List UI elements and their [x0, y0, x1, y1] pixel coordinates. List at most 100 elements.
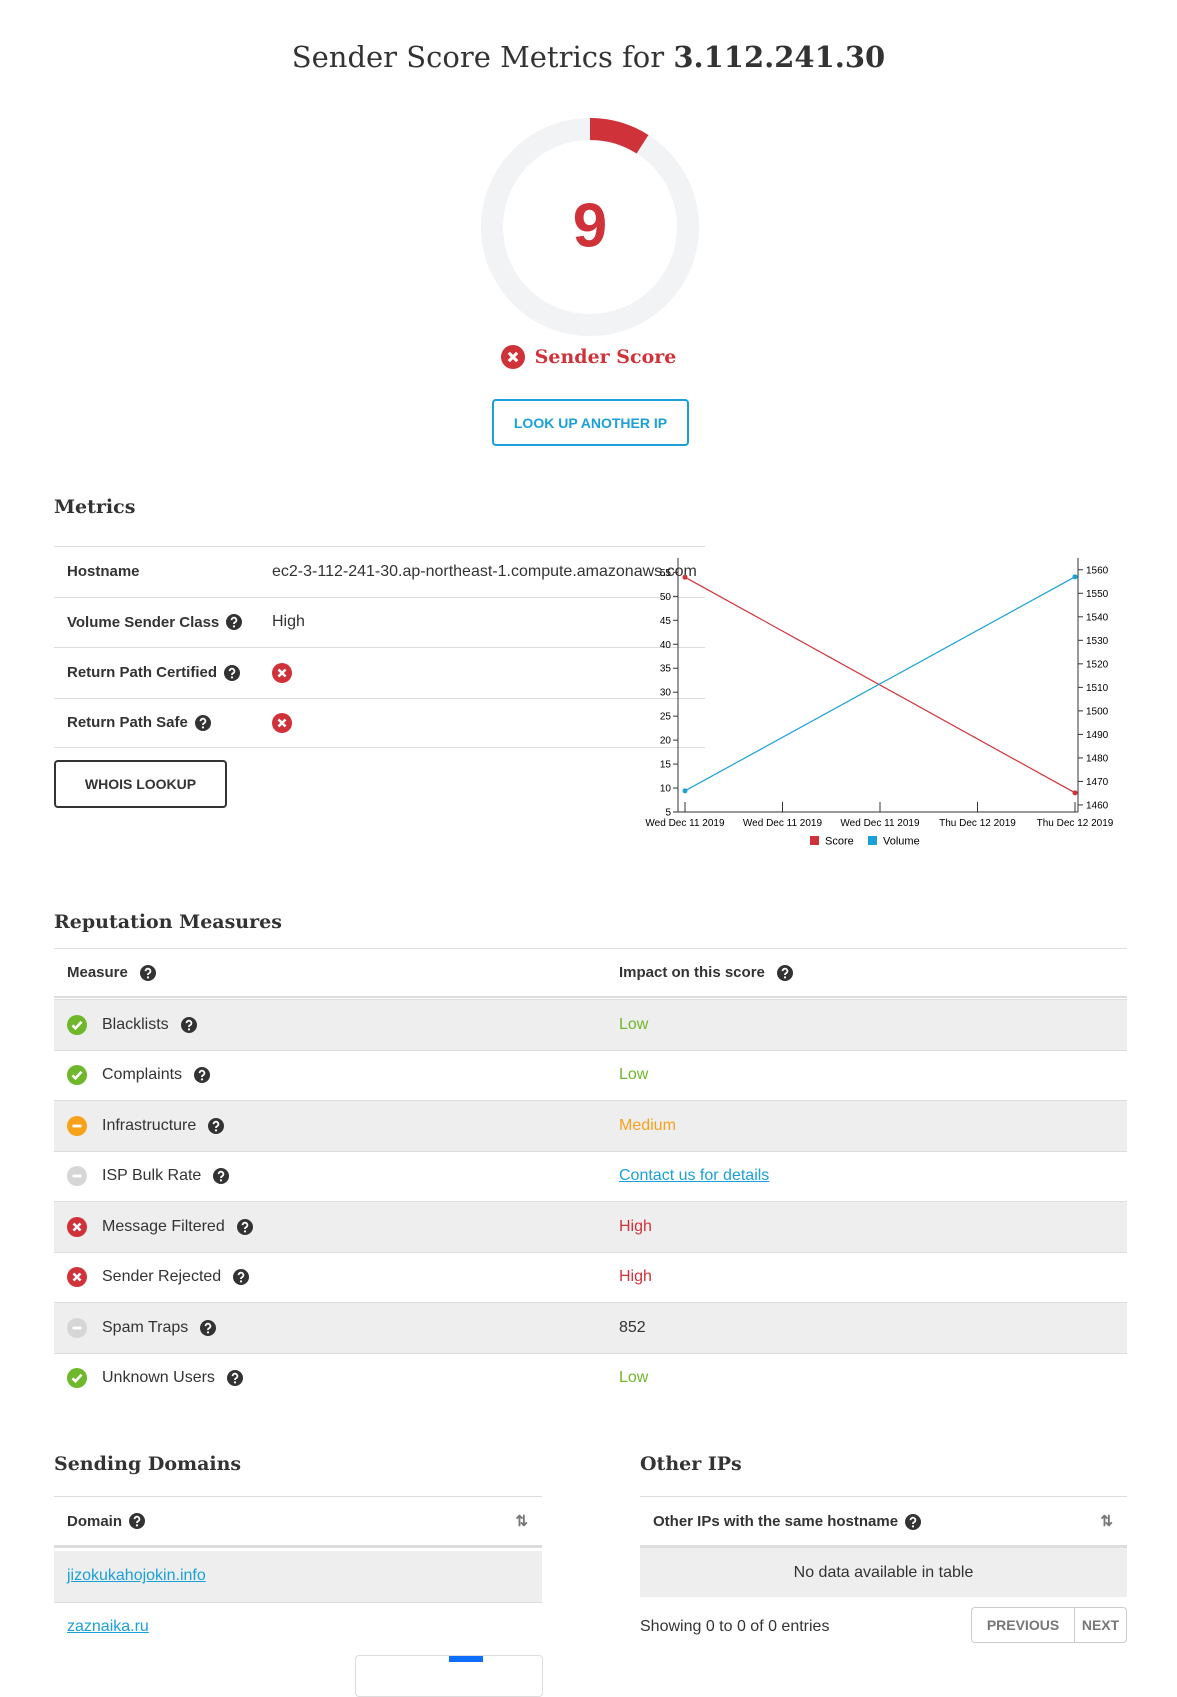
domain-row: zaznaika.ru [54, 1601, 542, 1652]
help-icon[interactable] [776, 964, 793, 981]
metrics-table: Hostname ec2-3-112-241-30.ap-northeast-1.… [54, 546, 705, 748]
help-icon[interactable] [194, 714, 211, 731]
row-label: Return Path Certified [67, 664, 272, 681]
y-tick-label: 35 [660, 664, 672, 675]
ip-address: 3.112.241.30 [673, 40, 886, 74]
empty-row: No data available in table [640, 1548, 1127, 1597]
y2-tick-label: 1500 [1086, 706, 1109, 717]
y-tick-label: 55 [660, 568, 672, 579]
measure-cell: Complaints [67, 1065, 211, 1086]
help-icon[interactable] [180, 1016, 197, 1033]
sort-icon: ⇅ [1100, 1513, 1113, 1530]
empty-message: No data available in table [793, 1563, 974, 1581]
domains-table: Domain ⇅ jizokukahojokin.info zaznaika.ru [54, 1496, 542, 1652]
impact-value: High [619, 1268, 652, 1286]
status-icon [67, 1166, 87, 1187]
measure-row: Message Filtered High [54, 1201, 1127, 1252]
legend-swatch [810, 836, 819, 845]
whois-button[interactable]: WHOIS LOOKUP [54, 760, 227, 808]
measure-row: Unknown Users Low [54, 1352, 1127, 1403]
help-icon[interactable] [194, 1067, 211, 1084]
impact-value[interactable]: Contact us for details [619, 1167, 770, 1185]
help-icon[interactable] [139, 964, 156, 981]
previous-button[interactable]: PREVIOUS [971, 1607, 1075, 1643]
score-label: Sender Score [534, 346, 677, 368]
measure-name: Infrastructure [102, 1116, 197, 1134]
help-icon[interactable] [236, 1218, 253, 1235]
value-text: ec2-3-112-241-30.ap-northeast-1.compute.… [272, 562, 697, 580]
x-tick-label: Thu Dec 12 2019 [1037, 818, 1114, 829]
label-text: Volume Sender Class [67, 613, 220, 631]
y-tick-label: 40 [660, 640, 672, 651]
y2-tick-label: 1480 [1086, 753, 1109, 764]
column-title: Impact on this score [619, 964, 765, 981]
x-tick-label: Wed Dec 11 2019 [743, 818, 823, 829]
y-tick-label: 15 [660, 760, 672, 771]
column-header: Measure [67, 964, 156, 981]
help-icon[interactable] [905, 1513, 922, 1530]
status-icon [272, 712, 292, 733]
y2-tick-label: 1520 [1086, 659, 1109, 670]
pagination[interactable] [355, 1655, 543, 1697]
series-line [684, 576, 1076, 794]
metrics-row: Return Path Certified [54, 647, 705, 698]
domain-row: jizokukahojokin.info [54, 1551, 542, 1602]
section-heading: Other IPs [640, 1453, 742, 1475]
label-text: Return Path Safe [67, 714, 188, 732]
impact-value: High [619, 1217, 652, 1235]
title-prefix: Sender Score Metrics for [291, 40, 665, 74]
section-heading: Reputation Measures [54, 911, 282, 933]
y2-tick-label: 1530 [1086, 636, 1109, 647]
next-button[interactable]: NEXT [1074, 1607, 1127, 1643]
series-line [684, 576, 1076, 792]
measure-row: Spam Traps 852 [54, 1302, 1127, 1353]
metrics-row: Hostname ec2-3-112-241-30.ap-northeast-1.… [54, 546, 705, 597]
measure-name: Sender Rejected [102, 1268, 222, 1286]
data-point [682, 574, 688, 580]
y2-tick-label: 1470 [1086, 777, 1109, 788]
row-label: Volume Sender Class [67, 614, 272, 631]
table-header[interactable]: Other IPs with the same hostname ⇅ [640, 1496, 1127, 1548]
status-icon [500, 345, 525, 369]
help-icon[interactable] [226, 1370, 243, 1387]
other-ips-table: Other IPs with the same hostname ⇅ No da… [640, 1496, 1127, 1597]
help-icon[interactable] [233, 1269, 250, 1286]
measure-cell: ISP Bulk Rate [67, 1166, 230, 1187]
help-icon[interactable] [129, 1513, 146, 1529]
label-text: Hostname [67, 563, 140, 581]
help-icon[interactable] [226, 614, 243, 631]
measure-cell: Sender Rejected [67, 1267, 250, 1288]
line-chart: 5101520253035404550551460147014801490150… [645, 558, 1114, 848]
status-icon [67, 1065, 87, 1086]
status-icon [500, 345, 525, 369]
measure-cell: Message Filtered [67, 1216, 253, 1237]
table-header[interactable]: Domain ⇅ [54, 1496, 542, 1548]
measure-name: Unknown Users [102, 1369, 215, 1387]
status-icon [67, 1368, 87, 1389]
domain-link[interactable]: zaznaika.ru [67, 1618, 149, 1636]
section-heading: Sending Domains [54, 1453, 242, 1475]
status-icon [67, 1216, 87, 1237]
help-icon[interactable] [224, 664, 241, 681]
data-point [1072, 574, 1078, 580]
lookup-button[interactable]: LOOK UP ANOTHER IP [492, 399, 689, 446]
help-icon[interactable] [208, 1117, 225, 1134]
metrics-row: Return Path Safe [54, 697, 705, 748]
impact-value: Low [619, 1015, 649, 1033]
column-header: Impact on this score [619, 964, 793, 981]
legend-label: Volume [883, 836, 920, 848]
reputation-table: Measure Impact on this score Blacklists Low… [54, 948, 1127, 1406]
domain-link[interactable]: jizokukahojokin.info [67, 1567, 206, 1585]
label-text: Return Path Certified [67, 664, 218, 682]
active-page [449, 1656, 483, 1662]
help-icon[interactable] [200, 1319, 217, 1336]
measure-row: Sender Rejected High [54, 1251, 1127, 1302]
y2-tick-label: 1460 [1086, 800, 1109, 811]
data-point [1072, 790, 1078, 796]
row-value: High [272, 613, 305, 631]
metrics-row: Volume Sender Class High [54, 596, 705, 648]
y2-tick-label: 1490 [1086, 730, 1109, 741]
data-point [682, 788, 688, 794]
measure-cell: Infrastructure [67, 1115, 225, 1136]
help-icon[interactable] [213, 1168, 230, 1185]
